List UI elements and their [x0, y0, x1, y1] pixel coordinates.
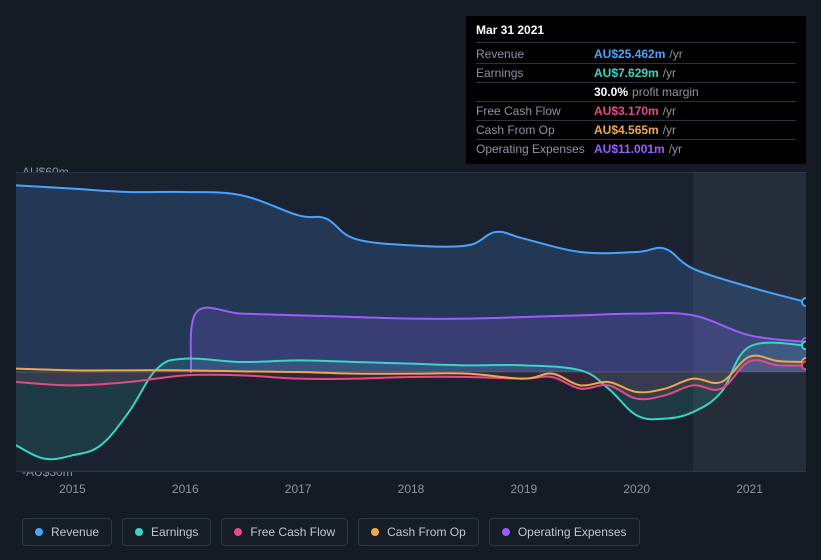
chart-x-tick: 2021 — [736, 482, 763, 496]
chart-svg — [16, 172, 806, 472]
legend-swatch — [35, 528, 43, 536]
legend-item-operating-expenses[interactable]: Operating Expenses — [489, 518, 640, 546]
legend-label: Revenue — [51, 525, 99, 539]
tooltip-label: Cash From Op — [476, 124, 594, 136]
chart-x-tick: 2019 — [510, 482, 537, 496]
tooltip-value: AU$3.170m — [594, 105, 659, 117]
tooltip-meta: profit margin — [632, 86, 699, 98]
tooltip-row: Operating ExpensesAU$11.001m/yr — [476, 140, 796, 158]
legend-label: Cash From Op — [387, 525, 466, 539]
legend-swatch — [371, 528, 379, 536]
tooltip-label: Operating Expenses — [476, 143, 594, 155]
tooltip-unit: /yr — [669, 48, 682, 60]
legend-item-revenue[interactable]: Revenue — [22, 518, 112, 546]
tooltip-unit: /yr — [663, 105, 676, 117]
chart-x-tick: 2015 — [59, 482, 86, 496]
tooltip-value: AU$25.462m — [594, 48, 665, 60]
chart-legend: Revenue Earnings Free Cash Flow Cash From O… — [22, 518, 640, 546]
tooltip-row: 30.0% profit margin — [476, 83, 796, 102]
legend-label: Operating Expenses — [518, 525, 627, 539]
chart-plot-area[interactable] — [16, 172, 806, 472]
tooltip-label: Earnings — [476, 67, 594, 79]
legend-item-free-cash-flow[interactable]: Free Cash Flow — [221, 518, 348, 546]
legend-swatch — [234, 528, 242, 536]
chart-x-tick: 2016 — [172, 482, 199, 496]
tooltip-unit: /yr — [663, 67, 676, 79]
tooltip-unit: /yr — [669, 143, 682, 155]
tooltip-label: Revenue — [476, 48, 594, 60]
tooltip-unit: /yr — [663, 124, 676, 136]
chart-x-tick: 2018 — [398, 482, 425, 496]
chart-x-tick: 2020 — [623, 482, 650, 496]
tooltip-row: EarningsAU$7.629m/yr — [476, 64, 796, 83]
tooltip-row: Free Cash FlowAU$3.170m/yr — [476, 102, 796, 121]
tooltip-row: RevenueAU$25.462m/yr — [476, 45, 796, 64]
legend-swatch — [502, 528, 510, 536]
legend-item-earnings[interactable]: Earnings — [122, 518, 211, 546]
legend-label: Earnings — [151, 525, 198, 539]
tooltip-value: AU$4.565m — [594, 124, 659, 136]
legend-label: Free Cash Flow — [250, 525, 335, 539]
legend-item-cash-from-op[interactable]: Cash From Op — [358, 518, 479, 546]
tooltip-date: Mar 31 2021 — [476, 24, 796, 43]
chart-tooltip: Mar 31 2021 RevenueAU$25.462m/yrEarnings… — [466, 16, 806, 164]
chart-x-axis: 2015 2016 2017 2018 2019 2020 2021 — [16, 482, 806, 500]
tooltip-value: AU$11.001m — [594, 143, 665, 155]
tooltip-value: 30.0% — [594, 86, 628, 98]
tooltip-row: Cash From OpAU$4.565m/yr — [476, 121, 796, 140]
legend-swatch — [135, 528, 143, 536]
financials-chart-panel: Mar 31 2021 RevenueAU$25.462m/yrEarnings… — [0, 0, 821, 560]
tooltip-label: Free Cash Flow — [476, 105, 594, 117]
tooltip-value: AU$7.629m — [594, 67, 659, 79]
chart-x-tick: 2017 — [285, 482, 312, 496]
